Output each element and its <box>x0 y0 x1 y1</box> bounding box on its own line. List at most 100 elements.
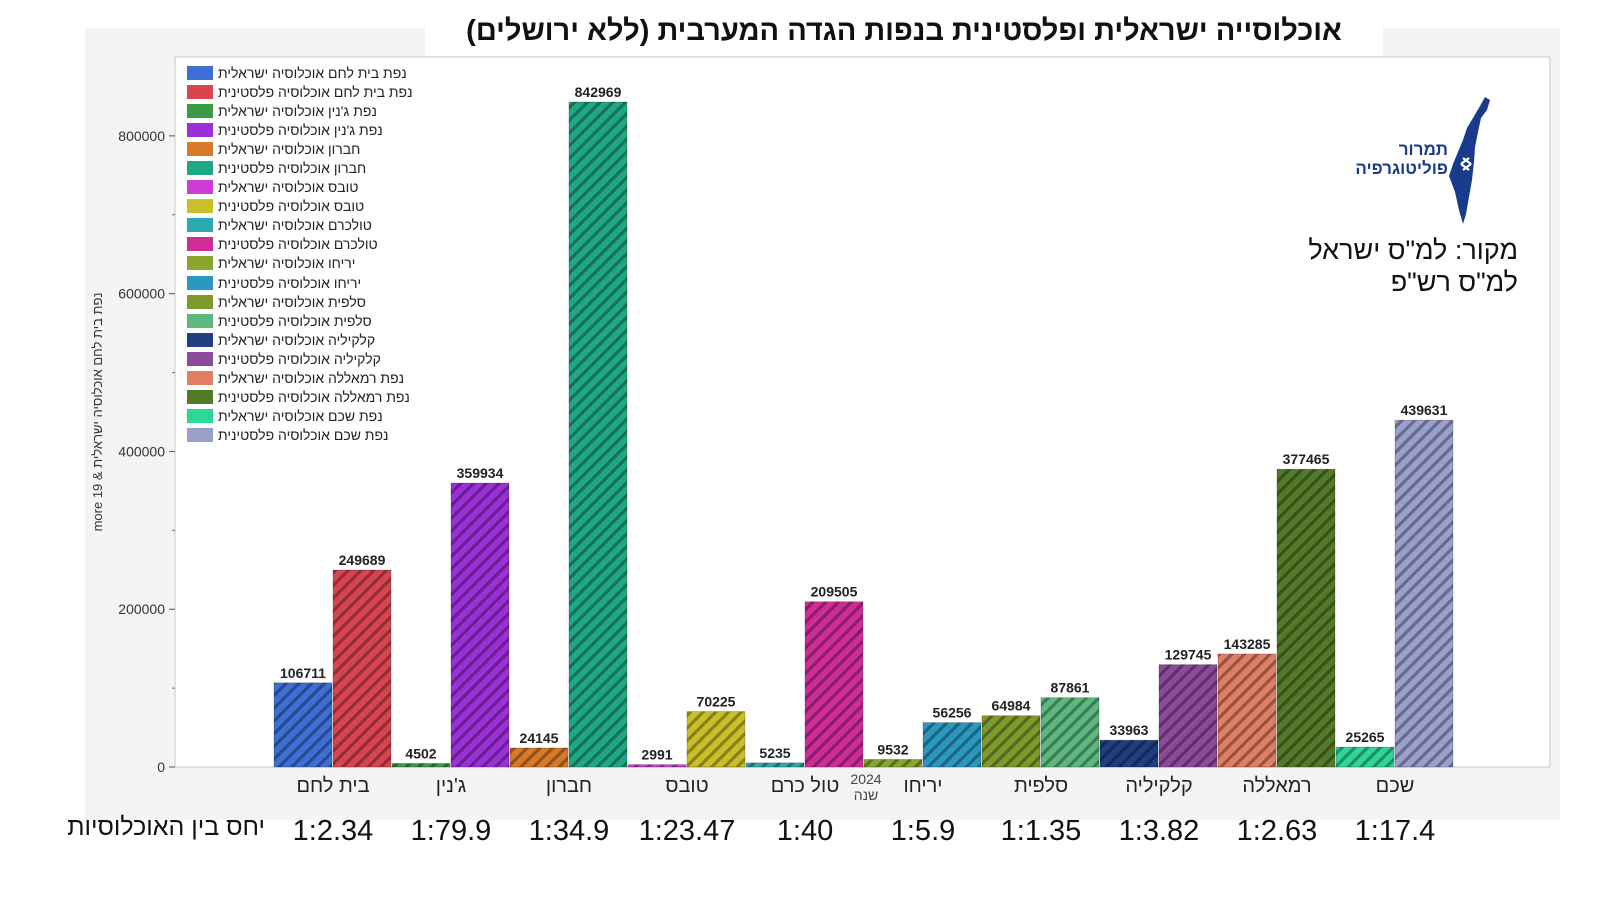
legend-label: חברון אוכלוסיה ישראלית <box>218 140 361 157</box>
bar-hatch <box>333 570 391 767</box>
legend-swatch <box>187 294 213 309</box>
bar-hatch <box>451 483 509 767</box>
category-label: שכם <box>1376 775 1415 797</box>
bar-outline <box>745 762 805 768</box>
legend-swatch <box>187 332 213 347</box>
legend-label: יריחו אוכלוסיה ישראלית <box>218 255 356 272</box>
logo-text: תמרור פוליטוגרפיה <box>1340 140 1448 178</box>
legend-swatch <box>187 141 213 156</box>
data-label: 33963 <box>1110 722 1149 738</box>
legend-item: קלקיליה אוכלוסיה ישראלית <box>187 330 413 349</box>
bar-outline <box>981 715 1041 768</box>
data-label: 377465 <box>1283 451 1330 467</box>
legend-item: חברון אוכלוסיה ישראלית <box>187 139 413 158</box>
legend-label: נפת ג'נין אוכלוסיה פלסטינית <box>218 121 383 138</box>
legend-swatch <box>187 122 213 137</box>
legend-item: יריחו אוכלוסיה פלסטינית <box>187 273 413 292</box>
source-line: למ"ס רש"פ <box>1390 267 1518 297</box>
bar-hatch <box>982 715 1040 767</box>
legend-label: סלפית אוכלוסיה פלסטינית <box>218 312 372 329</box>
legend-swatch <box>187 371 213 386</box>
legend-swatch <box>187 409 213 424</box>
bar-outline <box>686 711 746 768</box>
x-axis-label: 2024 <box>850 771 881 787</box>
data-label: 70225 <box>697 694 736 710</box>
legend-item: נפת רמאללה אוכלוסיה פלסטינית <box>187 388 413 407</box>
bar-outline <box>1040 697 1100 768</box>
legend-label: טובס אוכלוסיה ישראלית <box>218 179 359 196</box>
data-label: 87861 <box>1051 680 1090 696</box>
legend-label: נפת בית לחם אוכלוסיה פלסטינית <box>218 83 413 100</box>
y-tick-label: 200000 <box>118 601 165 617</box>
ratio-value: 1:2.63 <box>1236 815 1318 847</box>
data-label: 24145 <box>520 730 559 746</box>
legend-label: טובס אוכלוסיה פלסטינית <box>218 198 365 215</box>
legend-label: נפת בית לחם אוכלוסיה ישראלית <box>218 64 407 81</box>
data-label: 9532 <box>877 741 908 757</box>
bar-outline <box>1217 653 1277 768</box>
legend-item: חברון אוכלוסיה פלסטינית <box>187 158 413 177</box>
legend-swatch <box>187 65 213 80</box>
bar-outline <box>804 601 864 768</box>
legend-swatch <box>187 275 213 290</box>
bar-outline <box>568 101 628 768</box>
legend-label: נפת רמאללה אוכלוסיה ישראלית <box>218 370 405 387</box>
bar-hatch <box>1218 653 1276 767</box>
bar-outline <box>1335 746 1395 768</box>
legend-swatch <box>187 313 213 328</box>
ratio-value: 1:5.9 <box>890 815 956 847</box>
bar-outline <box>1158 664 1218 768</box>
ratio-row-label: יחס בין האוכלוסיות <box>67 813 265 841</box>
legend: נפת בית לחם אוכלוסיה ישראלית נפת בית לחם … <box>187 63 413 445</box>
logo-line: תמרור <box>1398 140 1448 159</box>
data-label: 129745 <box>1165 647 1212 663</box>
legend-swatch <box>187 256 213 271</box>
legend-item: נפת שכם אוכלוסיה פלסטינית <box>187 426 413 445</box>
bar-outline <box>1276 468 1336 768</box>
bar-hatch <box>1395 420 1453 767</box>
bar-hatch <box>687 711 745 767</box>
data-label: 842969 <box>575 84 622 100</box>
legend-item: נפת רמאללה אוכלוסיה ישראלית <box>187 369 413 388</box>
ratio-value: 1:34.9 <box>528 815 610 847</box>
bar-hatch <box>510 747 568 767</box>
category-label: יריחו <box>903 775 942 797</box>
bar-outline <box>627 764 687 768</box>
legend-item: טולכרם אוכלוסיה ישראלית <box>187 216 413 235</box>
data-label: 56256 <box>933 705 972 721</box>
bar-hatch <box>569 101 627 768</box>
legend-swatch <box>187 84 213 99</box>
y-axis-label: נפת בית לחם אוכלוסיה ישראלית & 19 more <box>90 293 105 532</box>
ratio-value: 1:17.4 <box>1354 815 1436 847</box>
y-tick-label: 600000 <box>118 286 165 302</box>
data-label: 359934 <box>457 465 504 481</box>
data-label: 4502 <box>405 745 436 761</box>
legend-swatch <box>187 161 213 176</box>
ratio-value: 1:23.47 <box>638 815 736 847</box>
legend-item: נפת ג'נין אוכלוסיה ישראלית <box>187 101 413 120</box>
legend-swatch <box>187 180 213 195</box>
bar-outline <box>863 759 923 768</box>
category-label: חברון <box>546 775 592 797</box>
legend-swatch <box>187 103 213 118</box>
data-label: 209505 <box>811 584 858 600</box>
legend-swatch <box>187 218 213 233</box>
bar-outline <box>509 747 569 768</box>
legend-label: נפת ג'נין אוכלוסיה ישראלית <box>218 102 377 119</box>
legend-label: יריחו אוכלוסיה פלסטינית <box>218 274 362 291</box>
y-tick-label: 0 <box>157 759 165 775</box>
bar-hatch <box>1336 747 1394 767</box>
legend-label: נפת שכם אוכלוסיה פלסטינית <box>218 427 389 444</box>
data-label: 2991 <box>641 747 672 763</box>
legend-swatch <box>187 199 213 214</box>
legend-item: נפת בית לחם אוכלוסיה פלסטינית <box>187 82 413 101</box>
category-label: רמאללה <box>1242 775 1311 797</box>
bar-hatch <box>923 722 981 767</box>
legend-item: נפת בית לחם אוכלוסיה ישראלית <box>187 63 413 82</box>
legend-label: טולכרם אוכלוסיה פלסטינית <box>218 236 378 253</box>
bar-hatch <box>274 682 332 767</box>
bar-outline <box>391 763 451 768</box>
bar-outline <box>1394 419 1454 768</box>
bar-outline <box>450 482 510 768</box>
legend-item: טולכרם אוכלוסיה פלסטינית <box>187 235 413 254</box>
